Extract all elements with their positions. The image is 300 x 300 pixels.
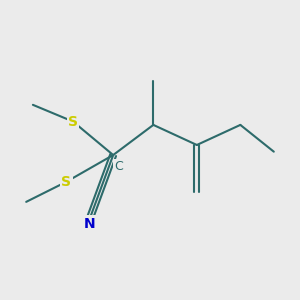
Text: S: S [68,115,78,129]
Text: S: S [61,175,71,189]
Text: C: C [114,160,123,173]
Text: N: N [84,217,96,231]
